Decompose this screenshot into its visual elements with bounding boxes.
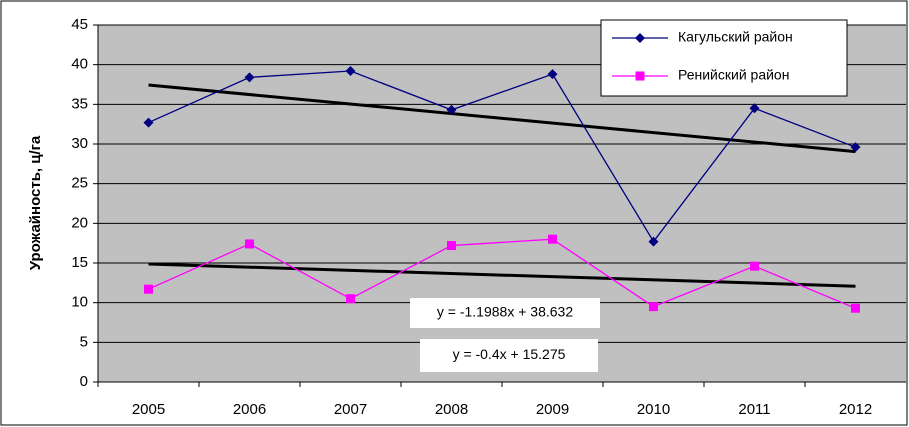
- equation-label: y = -0.4x + 15.275: [453, 346, 566, 362]
- y-tick-label: 35: [71, 95, 88, 112]
- x-tick-label: 2008: [435, 401, 468, 418]
- trend-line: [148, 83, 856, 154]
- data-point: [446, 104, 457, 115]
- y-tick-label: 30: [71, 135, 88, 152]
- y-tick-label: 0: [80, 373, 88, 390]
- series-line: [148, 70, 856, 243]
- data-point: [648, 236, 659, 247]
- equation-box: [420, 339, 598, 372]
- y-tick-label: 5: [80, 333, 88, 350]
- data-point: [345, 66, 356, 77]
- data-point: [749, 103, 760, 114]
- x-tick-label: 2009: [536, 401, 569, 418]
- x-tick-label: 2010: [637, 401, 670, 418]
- legend-label: Ренийский район: [678, 67, 789, 83]
- data-point: [548, 234, 557, 244]
- data-point: [851, 303, 860, 313]
- y-tick-label: 20: [71, 214, 88, 231]
- data-point: [447, 241, 456, 251]
- data-point: [850, 142, 861, 153]
- x-tick-label: 2007: [334, 401, 367, 418]
- data-point: [245, 239, 254, 249]
- x-tick-label: 2012: [839, 401, 872, 418]
- data-point: [244, 72, 255, 83]
- legend-marker: [635, 33, 645, 43]
- legend-box: [600, 19, 848, 97]
- legend-label: Кагульский район: [678, 29, 793, 45]
- data-point: [547, 69, 558, 80]
- trend-line: [148, 262, 856, 288]
- data-point: [649, 302, 658, 312]
- y-tick-label: 15: [71, 254, 88, 271]
- equation-label: y = -1.1988x + 38.632: [437, 304, 573, 320]
- x-tick-label: 2005: [132, 401, 165, 418]
- data-point: [144, 284, 153, 294]
- y-tick-label: 45: [71, 16, 88, 33]
- data-point: [346, 294, 355, 304]
- data-point: [750, 261, 759, 271]
- y-tick-label: 25: [71, 175, 88, 192]
- data-point: [143, 117, 154, 128]
- y-axis-label: Урожайность, ц/га: [27, 135, 44, 270]
- x-tick-label: 2011: [738, 401, 770, 418]
- y-tick-label: 40: [71, 56, 88, 73]
- x-tick-label: 2006: [233, 401, 266, 418]
- legend-marker: [635, 71, 645, 81]
- y-tick-label: 10: [71, 294, 88, 311]
- series-line: [148, 238, 856, 309]
- equation-box: [410, 298, 600, 328]
